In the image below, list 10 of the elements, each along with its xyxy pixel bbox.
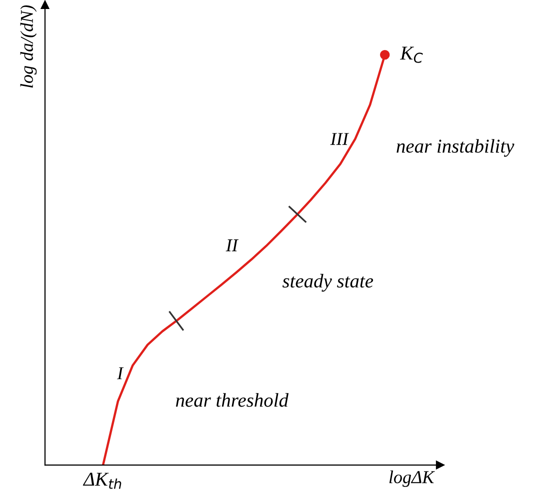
annotation: III (330, 133, 350, 145)
annotation: I (116, 367, 124, 380)
x-axis-title: logΔK (389, 470, 435, 487)
text: K$_{C}$ (400, 46, 423, 63)
annotation: near threshold (176, 393, 289, 407)
text: ΔK$_{th}$ (82, 472, 122, 489)
y-axis-title: log da/(dN) (20, 5, 37, 88)
annotation: steady state (282, 274, 374, 292)
annotation: II (226, 239, 239, 252)
text: near instability (396, 139, 514, 157)
